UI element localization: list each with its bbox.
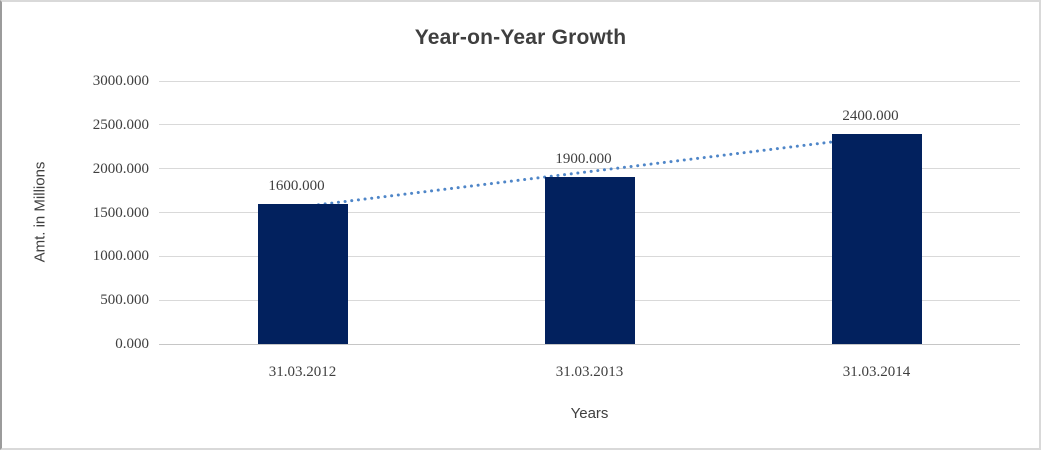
gridline [159, 124, 1020, 126]
data-label: 1600.000 [268, 177, 325, 194]
y-tick-label: 1500.000 [92, 204, 149, 221]
y-tick-label: 0.000 [115, 336, 149, 352]
bar [831, 133, 922, 344]
bar [257, 203, 348, 344]
data-label: 2400.000 [842, 107, 899, 124]
y-tick-label: 2500.000 [92, 116, 149, 133]
y-axis-title: Amt. in Millions [31, 161, 49, 263]
y-tick-label: 500.000 [100, 292, 149, 309]
x-tick-label: 31.03.2014 [842, 364, 911, 380]
y-tick-label: 2000.000 [92, 160, 149, 177]
x-axis-title: Years [570, 405, 609, 422]
x-tick-label: 31.03.2013 [555, 364, 624, 380]
y-tick-label: 1000.000 [92, 248, 149, 265]
gridline [159, 80, 1020, 82]
chart-title: Year-on-Year Growth [414, 26, 627, 49]
bar [544, 177, 635, 344]
data-label: 1900.000 [555, 151, 612, 168]
x-axis-line [159, 343, 1020, 345]
y-tick-label: 3000.000 [92, 73, 149, 89]
x-tick-label: 31.03.2012 [268, 364, 337, 380]
